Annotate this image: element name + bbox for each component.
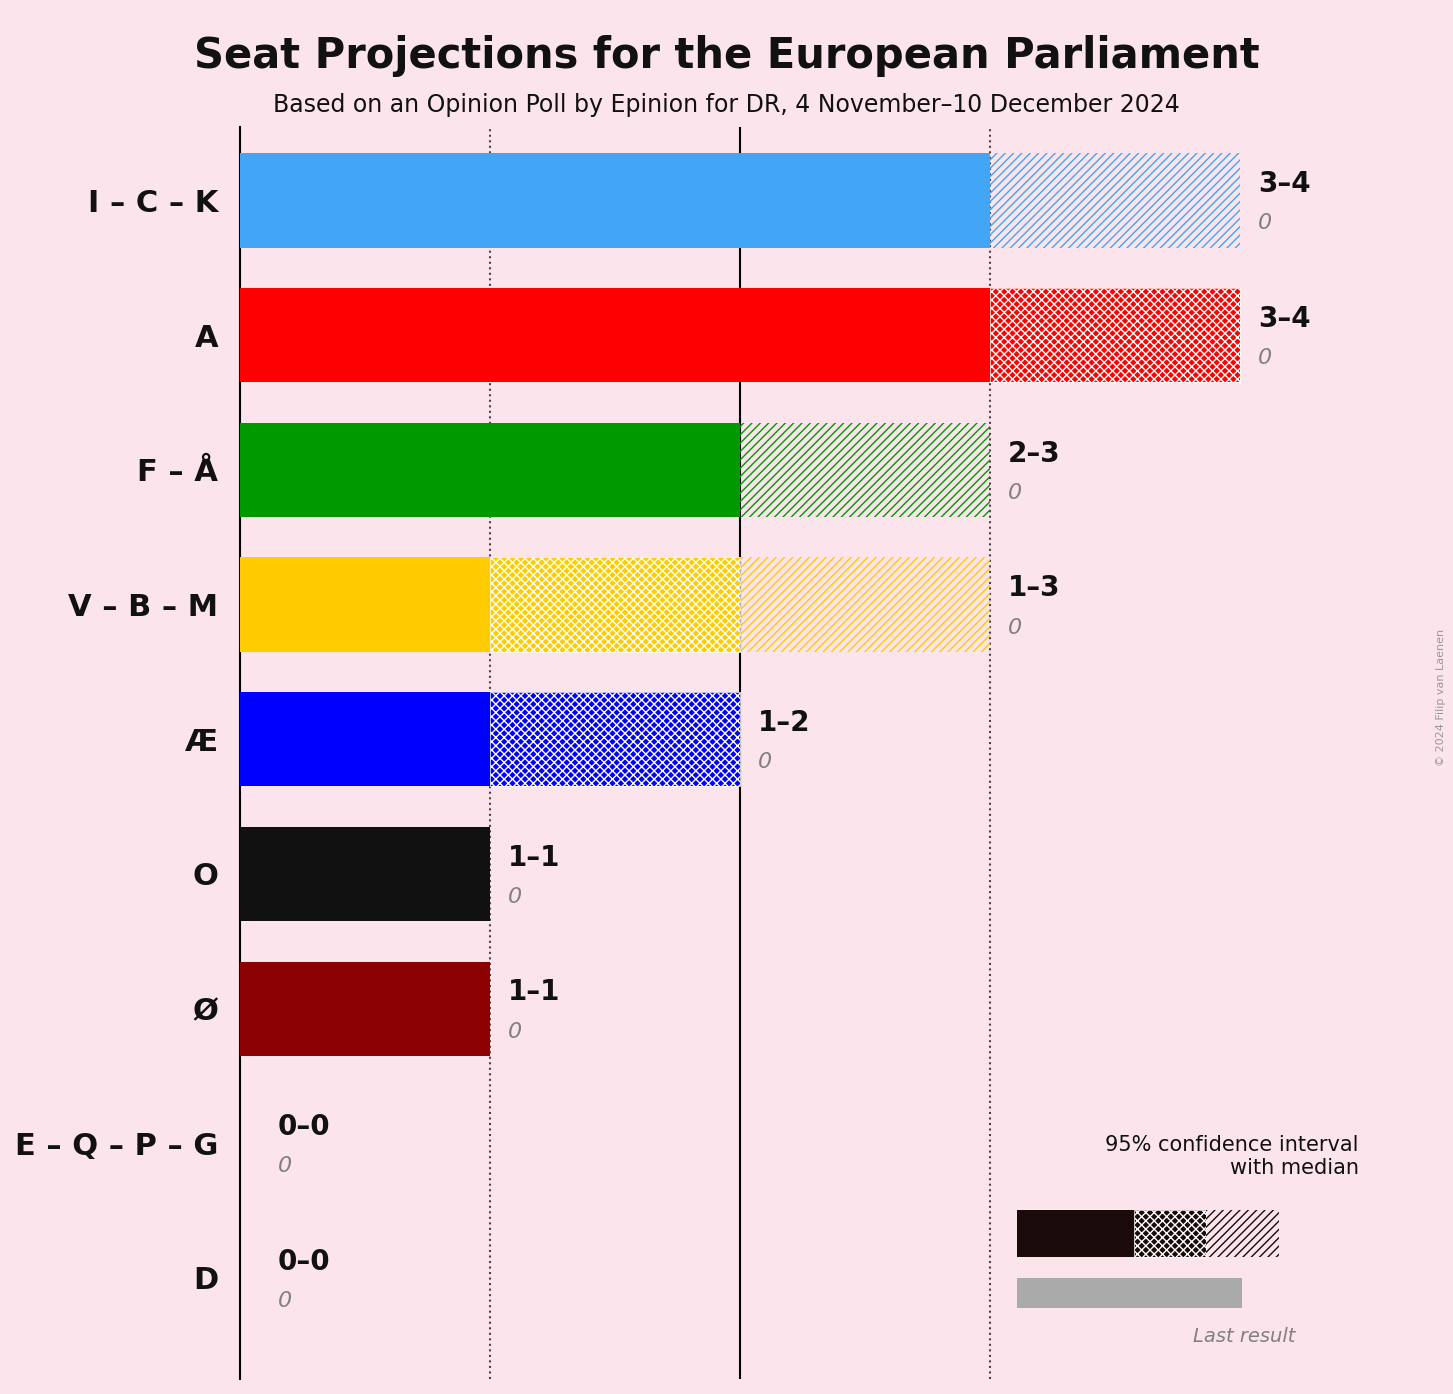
Text: Seat Projections for the European Parliament: Seat Projections for the European Parlia… [193,35,1260,77]
Bar [240,153,989,248]
Bar [1017,1210,1133,1257]
Bar [1133,1210,1206,1257]
Bar [989,289,1241,382]
Bar [240,289,989,382]
Text: Last result: Last result [1193,1327,1295,1347]
Text: 0–0: 0–0 [278,1114,330,1142]
Text: 0: 0 [1258,213,1271,233]
Text: 0: 0 [278,1156,292,1177]
Bar [240,962,490,1055]
Bar [1206,1210,1279,1257]
Bar [740,422,989,517]
Bar [989,153,1241,248]
Text: Based on an Opinion Poll by Epinion for DR, 4 November–10 December 2024: Based on an Opinion Poll by Epinion for … [273,93,1180,117]
Bar [490,693,740,786]
Text: 1–1: 1–1 [507,843,559,871]
Text: 1–1: 1–1 [507,979,559,1006]
Text: 0–0: 0–0 [278,1248,330,1276]
Text: 0: 0 [757,753,772,772]
Bar [240,693,490,786]
Text: 95% confidence interval
with median: 95% confidence interval with median [1106,1135,1359,1178]
Bar [240,422,740,517]
Bar [490,693,740,786]
Text: © 2024 Filip van Laenen: © 2024 Filip van Laenen [1437,629,1446,765]
Text: 0: 0 [1258,348,1271,368]
Bar [1133,1210,1206,1257]
Bar [240,558,490,652]
Bar [240,827,490,921]
Text: 3–4: 3–4 [1258,305,1311,333]
Bar [490,558,740,652]
Bar [740,558,989,652]
Text: 1–3: 1–3 [1008,574,1061,602]
Text: 0: 0 [1008,482,1021,503]
Text: 0: 0 [507,887,522,907]
Bar [989,289,1241,382]
Text: 3–4: 3–4 [1258,170,1311,198]
Text: 0: 0 [507,1022,522,1041]
Text: 1–2: 1–2 [757,710,811,737]
Bar [1017,1278,1242,1308]
Text: 0: 0 [1008,618,1021,637]
Bar [490,558,740,652]
Text: 0: 0 [278,1291,292,1310]
Text: 2–3: 2–3 [1008,439,1061,468]
